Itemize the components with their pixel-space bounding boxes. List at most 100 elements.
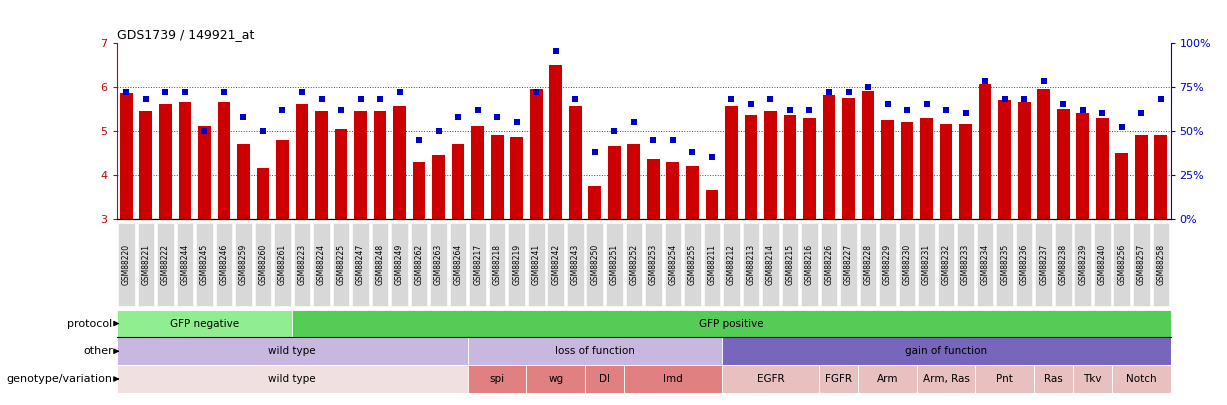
- Bar: [276, 140, 288, 219]
- Point: [272, 107, 292, 113]
- Bar: [237, 144, 250, 219]
- Bar: [333, 223, 350, 306]
- Bar: [881, 120, 894, 219]
- Bar: [216, 223, 232, 306]
- Text: wild type: wild type: [269, 346, 317, 356]
- Point: [800, 107, 820, 113]
- Text: GSM88264: GSM88264: [454, 244, 463, 285]
- Text: GSM88247: GSM88247: [356, 244, 366, 285]
- Text: GSM88245: GSM88245: [200, 244, 209, 285]
- Text: GSM88238: GSM88238: [1059, 244, 1067, 285]
- Text: GFP positive: GFP positive: [699, 319, 763, 328]
- Bar: [1056, 109, 1070, 219]
- Text: GSM88256: GSM88256: [1118, 244, 1126, 285]
- Point: [566, 96, 585, 102]
- Bar: [488, 223, 506, 306]
- Bar: [412, 162, 426, 219]
- Bar: [432, 155, 445, 219]
- Text: GSM88239: GSM88239: [1079, 244, 1087, 285]
- Text: GSM88233: GSM88233: [961, 244, 971, 285]
- Bar: [585, 365, 625, 393]
- Point: [1072, 107, 1092, 113]
- Bar: [975, 365, 1034, 393]
- Bar: [292, 310, 1171, 337]
- Text: GSM88249: GSM88249: [395, 244, 404, 285]
- Point: [585, 149, 605, 155]
- Bar: [335, 128, 347, 219]
- Text: GSM88230: GSM88230: [903, 244, 912, 285]
- Point: [936, 107, 956, 113]
- Text: GSM88212: GSM88212: [726, 244, 736, 285]
- Bar: [1155, 135, 1167, 219]
- Point: [371, 96, 390, 102]
- Text: GSM88222: GSM88222: [161, 244, 169, 285]
- Text: EGFR: EGFR: [757, 374, 784, 384]
- Text: loss of function: loss of function: [555, 346, 634, 356]
- Text: GSM88227: GSM88227: [844, 244, 853, 285]
- Bar: [255, 223, 271, 306]
- Bar: [236, 223, 252, 306]
- Bar: [665, 223, 681, 306]
- Bar: [940, 124, 952, 219]
- Bar: [160, 104, 172, 219]
- Bar: [374, 111, 387, 219]
- Text: wg: wg: [548, 374, 563, 384]
- Bar: [411, 223, 427, 306]
- Bar: [666, 162, 680, 219]
- Point: [1112, 124, 1131, 130]
- Bar: [470, 223, 486, 306]
- Point: [175, 89, 195, 95]
- Text: GDS1739 / 149921_at: GDS1739 / 149921_at: [117, 28, 254, 41]
- Point: [507, 119, 526, 125]
- Point: [839, 89, 859, 95]
- Bar: [957, 223, 974, 306]
- Text: GSM88240: GSM88240: [1098, 244, 1107, 285]
- Point: [136, 96, 156, 102]
- Bar: [137, 223, 155, 306]
- Text: GSM88225: GSM88225: [336, 244, 346, 285]
- Point: [643, 136, 663, 143]
- Text: GSM88220: GSM88220: [121, 244, 131, 285]
- Bar: [1076, 113, 1090, 219]
- Text: GSM88241: GSM88241: [531, 244, 541, 285]
- Point: [331, 107, 351, 113]
- Text: Ras: Ras: [1044, 374, 1063, 384]
- Bar: [196, 223, 212, 306]
- Bar: [625, 365, 721, 393]
- Bar: [977, 223, 994, 306]
- Bar: [723, 223, 740, 306]
- Point: [1054, 101, 1074, 107]
- Bar: [117, 310, 292, 337]
- Bar: [569, 107, 582, 219]
- Point: [897, 107, 917, 113]
- Bar: [782, 223, 799, 306]
- Text: GSM88216: GSM88216: [805, 244, 814, 285]
- Bar: [313, 223, 330, 306]
- Bar: [860, 223, 876, 306]
- Bar: [179, 102, 191, 219]
- Text: GSM88217: GSM88217: [474, 244, 482, 285]
- Text: Arm: Arm: [877, 374, 898, 384]
- Bar: [840, 223, 856, 306]
- Bar: [550, 64, 562, 219]
- Text: GSM88246: GSM88246: [220, 244, 228, 285]
- Point: [995, 96, 1015, 102]
- Bar: [742, 223, 760, 306]
- Text: GSM88262: GSM88262: [415, 244, 423, 285]
- Text: GSM88254: GSM88254: [669, 244, 677, 285]
- Text: GSM88263: GSM88263: [434, 244, 443, 285]
- Text: GSM88259: GSM88259: [239, 244, 248, 285]
- Bar: [589, 186, 601, 219]
- Text: GSM88244: GSM88244: [180, 244, 189, 285]
- Text: other: other: [83, 346, 113, 356]
- Bar: [217, 102, 231, 219]
- Bar: [117, 365, 467, 393]
- Text: GSM88243: GSM88243: [571, 244, 579, 285]
- Text: GSM88261: GSM88261: [279, 244, 287, 285]
- Bar: [567, 223, 584, 306]
- Bar: [917, 365, 975, 393]
- Point: [917, 101, 936, 107]
- Text: GSM88213: GSM88213: [746, 244, 756, 285]
- Bar: [198, 126, 211, 219]
- Bar: [1075, 223, 1091, 306]
